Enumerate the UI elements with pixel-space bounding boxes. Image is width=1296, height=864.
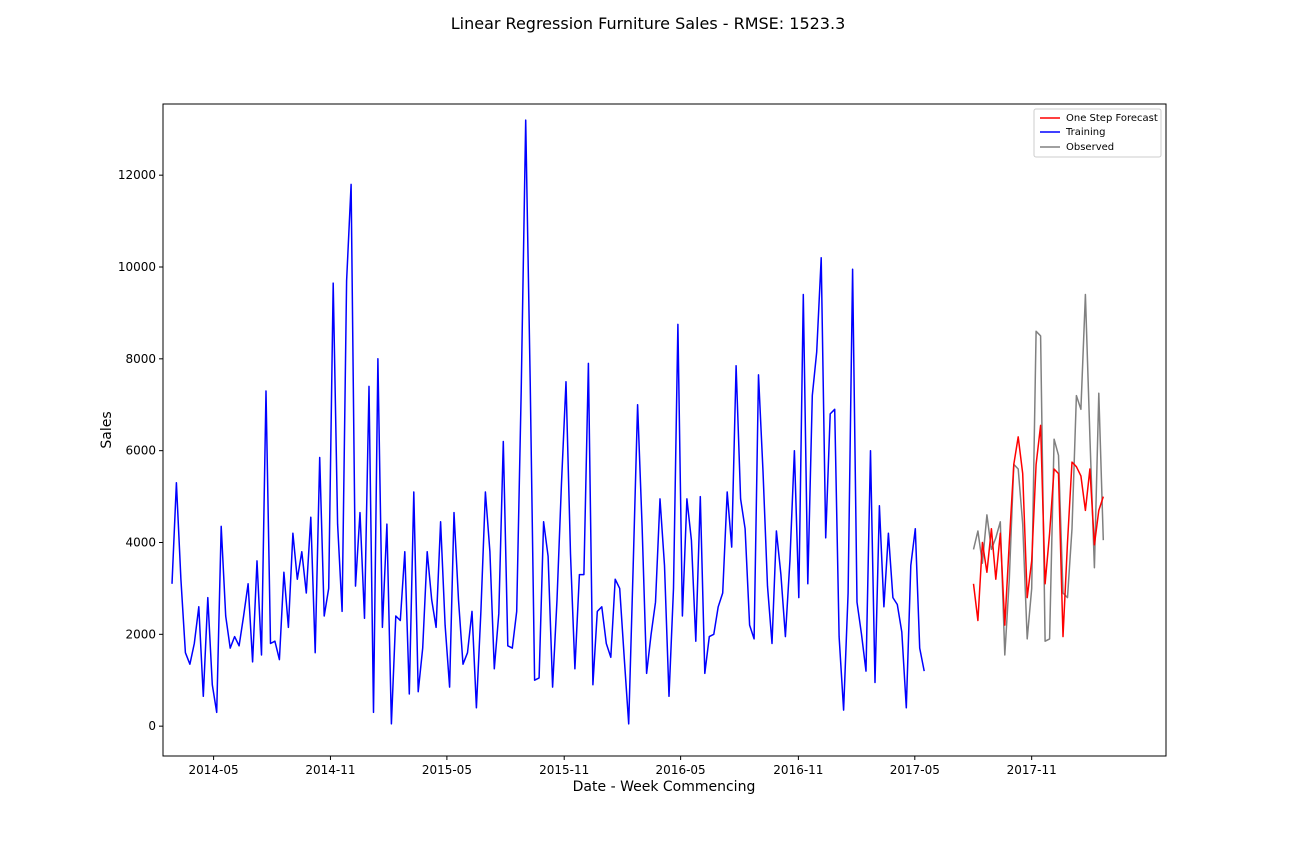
series-layer [171, 119, 1105, 725]
y-axis-ticks: 0 2000 4000 6000 8000 10000 12000 [118, 168, 163, 733]
x-tick-label: 2016-05 [656, 763, 706, 777]
x-tick-label: 2015-05 [422, 763, 472, 777]
x-tick-label: 2014-05 [189, 763, 239, 777]
y-tick-label: 10000 [118, 260, 156, 274]
y-tick-label: 2000 [125, 627, 156, 641]
series-line-observed [972, 293, 1105, 656]
y-axis-label: Sales [99, 411, 115, 448]
legend-label-training: Training [1065, 127, 1105, 138]
x-tick-label: 2015-11 [539, 763, 589, 777]
y-tick-label: 6000 [125, 444, 156, 458]
x-tick-label: 2016-11 [773, 763, 823, 777]
chart-title: Linear Regression Furniture Sales - RMSE… [451, 14, 846, 33]
series-line-training [171, 119, 925, 725]
x-tick-label: 2014-11 [305, 763, 355, 777]
legend: One Step Forecast Training Observed [1033, 108, 1162, 158]
y-tick-label: 8000 [125, 352, 156, 366]
legend-label-forecast: One Step Forecast [1066, 113, 1158, 124]
x-tick-label: 2017-05 [890, 763, 940, 777]
y-tick-label: 0 [148, 719, 156, 733]
x-axis-label: Date - Week Commencing [573, 779, 756, 795]
series-line-forecast [972, 424, 1105, 638]
legend-label-observed: Observed [1066, 142, 1114, 153]
plot-area [162, 103, 1167, 757]
legend-box [1033, 108, 1162, 158]
y-tick-label: 4000 [125, 535, 156, 549]
x-tick-label: 2017-11 [1007, 763, 1057, 777]
y-tick-label: 12000 [118, 168, 156, 182]
x-axis-ticks: 2014-05 2014-11 2015-05 2015-11 2016-05 2016-… [189, 756, 1057, 777]
